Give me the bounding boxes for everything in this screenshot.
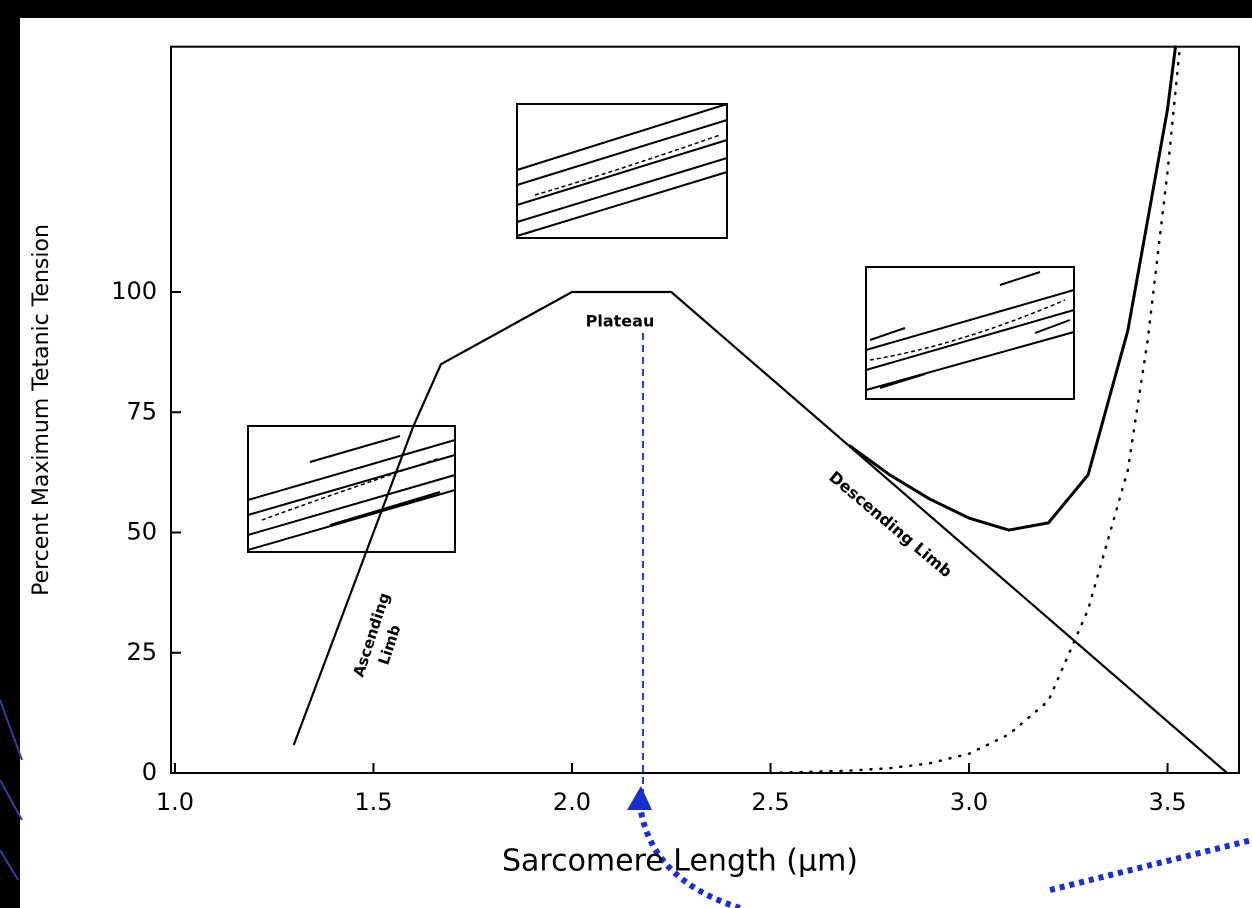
x-axis-label: Sarcomere Length (μm)	[502, 844, 858, 879]
y-tick-label: 100	[111, 277, 157, 305]
pointer-arrow	[637, 804, 741, 908]
x-tick-label: 1.5	[354, 788, 392, 816]
decoration	[0, 699, 23, 881]
y-tick-label: 75	[126, 397, 157, 425]
x-tick-label: 2.0	[553, 788, 591, 816]
decoration	[1049, 837, 1252, 893]
y-tick-label: 25	[126, 638, 157, 666]
x-tick-label: 3.5	[1148, 788, 1186, 816]
inset-descending	[865, 266, 1075, 400]
x-tick-label: 3.0	[950, 788, 988, 816]
series-line	[769, 50, 1181, 775]
inset-plateau	[516, 103, 728, 239]
series-line	[848, 45, 1177, 532]
y-axis-label: Percent Maximum Tetanic Tension	[29, 224, 54, 596]
series-line	[292, 290, 1229, 775]
pointer-arrow-head	[627, 786, 652, 810]
y-tick-label: 0	[142, 758, 157, 786]
y-tick-label: 50	[126, 518, 157, 546]
annotation: Plateau	[586, 312, 655, 331]
plot-frame	[170, 45, 1240, 774]
x-tick-label: 1.0	[156, 788, 194, 816]
x-tick-label: 2.5	[751, 788, 789, 816]
inset-ascending	[247, 425, 456, 553]
